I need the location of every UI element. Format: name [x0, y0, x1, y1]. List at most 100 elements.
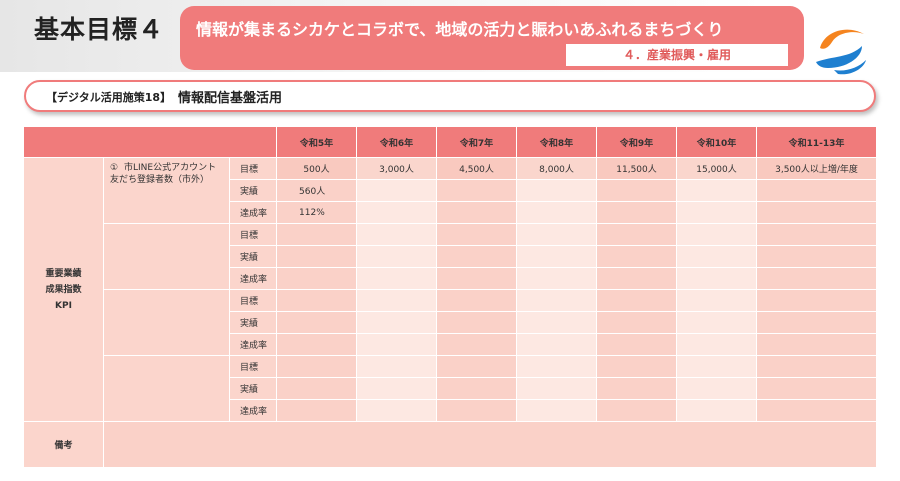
value-cell — [356, 245, 438, 268]
value-cell — [756, 223, 878, 246]
value-cell — [516, 179, 598, 202]
year-header: 令和11-13年 — [756, 126, 878, 158]
row-label: 実績 — [228, 245, 278, 268]
year-header: 令和5年 — [276, 126, 358, 158]
value-cell: 8,000人 — [516, 157, 598, 180]
value-cell — [756, 355, 878, 378]
value-cell — [356, 399, 438, 422]
value-cell — [436, 289, 518, 312]
value-cell — [276, 333, 358, 356]
value-cell — [596, 289, 678, 312]
table-row: 実績 — [24, 311, 878, 334]
value-cell — [756, 311, 878, 334]
row-label: 目標 — [228, 355, 278, 378]
value-cell — [436, 333, 518, 356]
row-label: 達成率 — [228, 267, 278, 290]
table-row: 目標 — [24, 289, 878, 356]
row-label: 目標 — [228, 289, 278, 312]
row-label: 目標 — [228, 157, 278, 180]
value-cell — [596, 333, 678, 356]
value-cell: 500人 — [276, 157, 358, 180]
value-cell: 3,000人 — [356, 157, 438, 180]
kpi-name-cell: ① 市LINE公式アカウント友だち登録者数（市外） — [103, 157, 230, 224]
value-cell — [516, 355, 598, 378]
value-cell — [756, 179, 878, 202]
value-cell — [676, 245, 758, 268]
value-cell — [436, 377, 518, 400]
value-cell — [756, 333, 878, 356]
kpi-name-cell — [103, 289, 230, 356]
table-row: 達成率 112% — [24, 201, 878, 224]
value-cell — [356, 267, 438, 290]
value-cell — [516, 201, 598, 224]
measure-tag: 【デジタル活用施策18】 — [46, 91, 172, 104]
value-cell — [516, 223, 598, 246]
value-cell — [436, 355, 518, 378]
value-cell — [276, 223, 358, 246]
kpi-number: ① — [110, 163, 119, 173]
value-cell — [276, 289, 358, 312]
value-cell — [756, 201, 878, 224]
value-cell — [516, 289, 598, 312]
value-cell — [356, 179, 438, 202]
value-cell — [436, 267, 518, 290]
value-cell — [356, 333, 438, 356]
value-cell — [676, 355, 758, 378]
value-cell — [676, 179, 758, 202]
value-cell — [356, 377, 438, 400]
goal-banner: 情報が集まるシカケとコラボで、地域の活力と賑わいあふれるまちづくり ４．産業振興… — [180, 6, 804, 70]
value-cell — [516, 311, 598, 334]
value-cell — [596, 179, 678, 202]
value-cell — [276, 377, 358, 400]
table-row: 実績 — [24, 245, 878, 268]
page-title: 基本目標４ — [34, 15, 165, 44]
table-row: 達成率 — [24, 399, 878, 422]
kpi-table: 令和5年 令和6年 令和7年 令和8年 令和9年 令和10年 令和11-13年 … — [22, 126, 878, 468]
value-cell: 560人 — [276, 179, 358, 202]
row-label: 目標 — [228, 223, 278, 246]
value-cell — [596, 245, 678, 268]
value-cell — [676, 399, 758, 422]
value-cell — [676, 201, 758, 224]
value-cell — [436, 179, 518, 202]
value-cell — [436, 245, 518, 268]
value-cell — [596, 399, 678, 422]
value-cell — [596, 377, 678, 400]
table-row: 目標 — [24, 223, 878, 290]
value-cell — [676, 377, 758, 400]
table-row: 重要業績 成果指数 KPI ① 市LINE公式アカウント友だち登録者数（市外） 目標 5… — [23, 157, 878, 422]
value-cell — [756, 289, 878, 312]
city-logo-icon — [816, 29, 866, 75]
kpi-name: 市LINE公式アカウント友だち登録者数（市外） — [110, 163, 217, 185]
value-cell — [756, 377, 878, 400]
row-label: 達成率 — [228, 399, 278, 422]
row-label: 実績 — [228, 377, 278, 400]
remarks-row: 備考 — [23, 421, 878, 468]
value-cell — [676, 267, 758, 290]
value-cell: 112% — [276, 201, 358, 224]
measure-title: 情報配信基盤活用 — [178, 91, 283, 106]
value-cell — [676, 311, 758, 334]
table-row: 目標 — [24, 355, 878, 422]
year-header: 令和6年 — [356, 126, 438, 158]
value-cell — [276, 245, 358, 268]
value-cell — [596, 201, 678, 224]
value-cell — [276, 355, 358, 378]
value-cell — [356, 223, 438, 246]
row-label: 達成率 — [228, 333, 278, 356]
value-cell — [516, 377, 598, 400]
value-cell — [276, 311, 358, 334]
year-header: 令和10年 — [676, 126, 758, 158]
value-cell — [436, 201, 518, 224]
value-cell — [596, 267, 678, 290]
value-cell — [356, 355, 438, 378]
year-header: 令和7年 — [436, 126, 518, 158]
value-cell — [276, 267, 358, 290]
kpi-name-cell — [103, 355, 230, 422]
kpi-name-cell — [103, 223, 230, 290]
value-cell — [516, 245, 598, 268]
value-cell — [436, 311, 518, 334]
value-cell — [596, 311, 678, 334]
value-cell — [596, 223, 678, 246]
banner-category: ４．産業振興・雇用 — [566, 44, 788, 66]
